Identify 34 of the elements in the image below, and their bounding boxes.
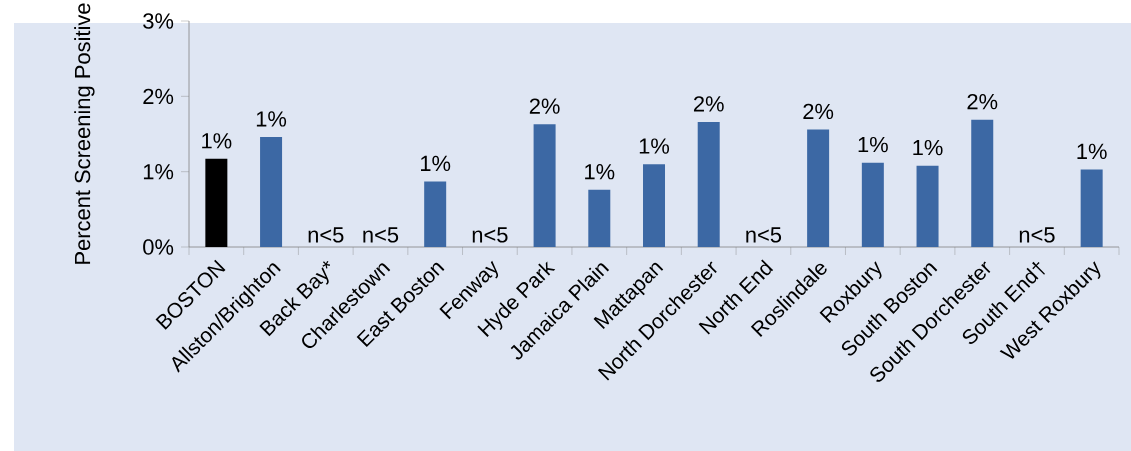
y-tick-label: 0% (143, 239, 174, 255)
bar (588, 189, 611, 247)
data-label: 1% (1077, 143, 1107, 160)
y-axis-title: Percent Screening Positive (74, 3, 95, 264)
bar (643, 164, 666, 247)
text: n<5 (308, 227, 344, 243)
bar (424, 181, 447, 247)
bar (1080, 169, 1103, 247)
data-label: 2% (803, 103, 834, 120)
text: n<5 (1019, 227, 1055, 243)
bar (697, 121, 720, 247)
y-tick-label: 2% (143, 88, 174, 105)
data-label: 1% (639, 138, 670, 154)
bar (861, 162, 884, 247)
bar (533, 124, 556, 247)
text: n<5 (472, 227, 508, 243)
bar (260, 137, 283, 247)
text: n<5 (363, 227, 399, 243)
data-label: 2% (693, 96, 724, 112)
data-label: 1% (585, 164, 615, 180)
data-label: 1% (202, 133, 232, 149)
bar (916, 165, 939, 247)
y-tick-label: 1% (143, 164, 174, 180)
data-label: 1% (421, 155, 451, 172)
bar (205, 158, 228, 247)
data-label: 1% (913, 139, 943, 156)
text: n<5 (746, 227, 782, 243)
bar (971, 119, 994, 247)
data-label: 1% (858, 136, 888, 153)
data-label: 2% (967, 93, 998, 110)
data-label: 1% (256, 111, 287, 127)
bar (807, 129, 830, 247)
data-label: 2% (529, 98, 560, 114)
y-tick-label: 3% (143, 13, 174, 29)
